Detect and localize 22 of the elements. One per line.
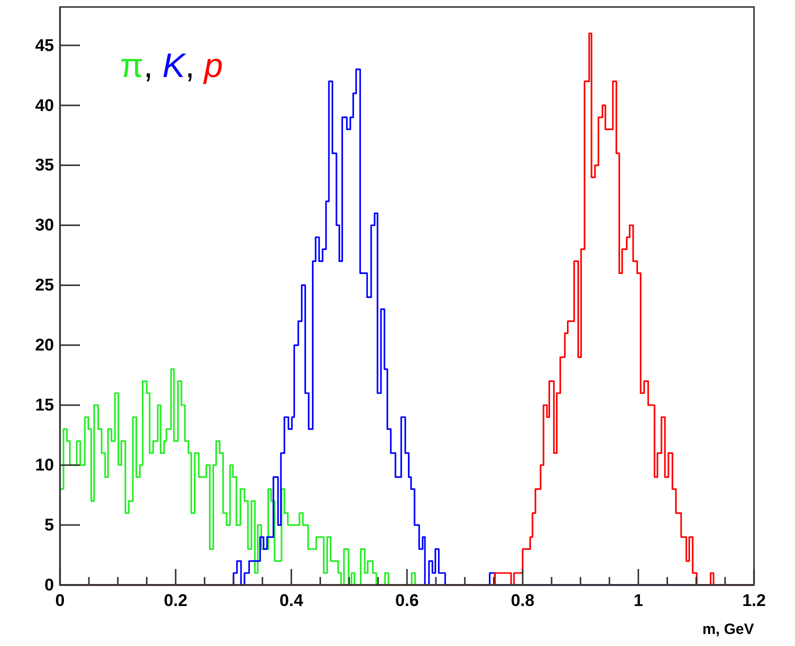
text: π: [120, 47, 144, 85]
y-tick-label: 25: [35, 276, 54, 295]
y-tick-label: 40: [35, 96, 54, 115]
annotation: ,: [143, 47, 162, 85]
x-tick-label: 0.2: [164, 591, 188, 610]
x-tick-label: 0.4: [280, 591, 304, 610]
y-tick-label: 20: [35, 336, 54, 355]
x-tick-label: 0.8: [510, 591, 534, 610]
y-tick-label: 0: [44, 575, 54, 594]
x-tick-label: 1.2: [742, 591, 766, 610]
text: p: [202, 47, 223, 85]
y-tick-label: 45: [35, 36, 54, 55]
x-tick-label: 1: [634, 591, 644, 610]
y-tick-label: 10: [35, 456, 54, 475]
y-tick-label: 35: [35, 156, 54, 175]
x-axis-title: m, GeV: [702, 621, 754, 638]
y-tick-label: 5: [44, 515, 54, 534]
x-tick-label: 0.6: [395, 591, 419, 610]
text: K: [162, 47, 186, 85]
y-tick-label: 30: [35, 216, 54, 235]
y-tick-label: 15: [35, 396, 54, 415]
annotation: ,: [185, 47, 204, 85]
